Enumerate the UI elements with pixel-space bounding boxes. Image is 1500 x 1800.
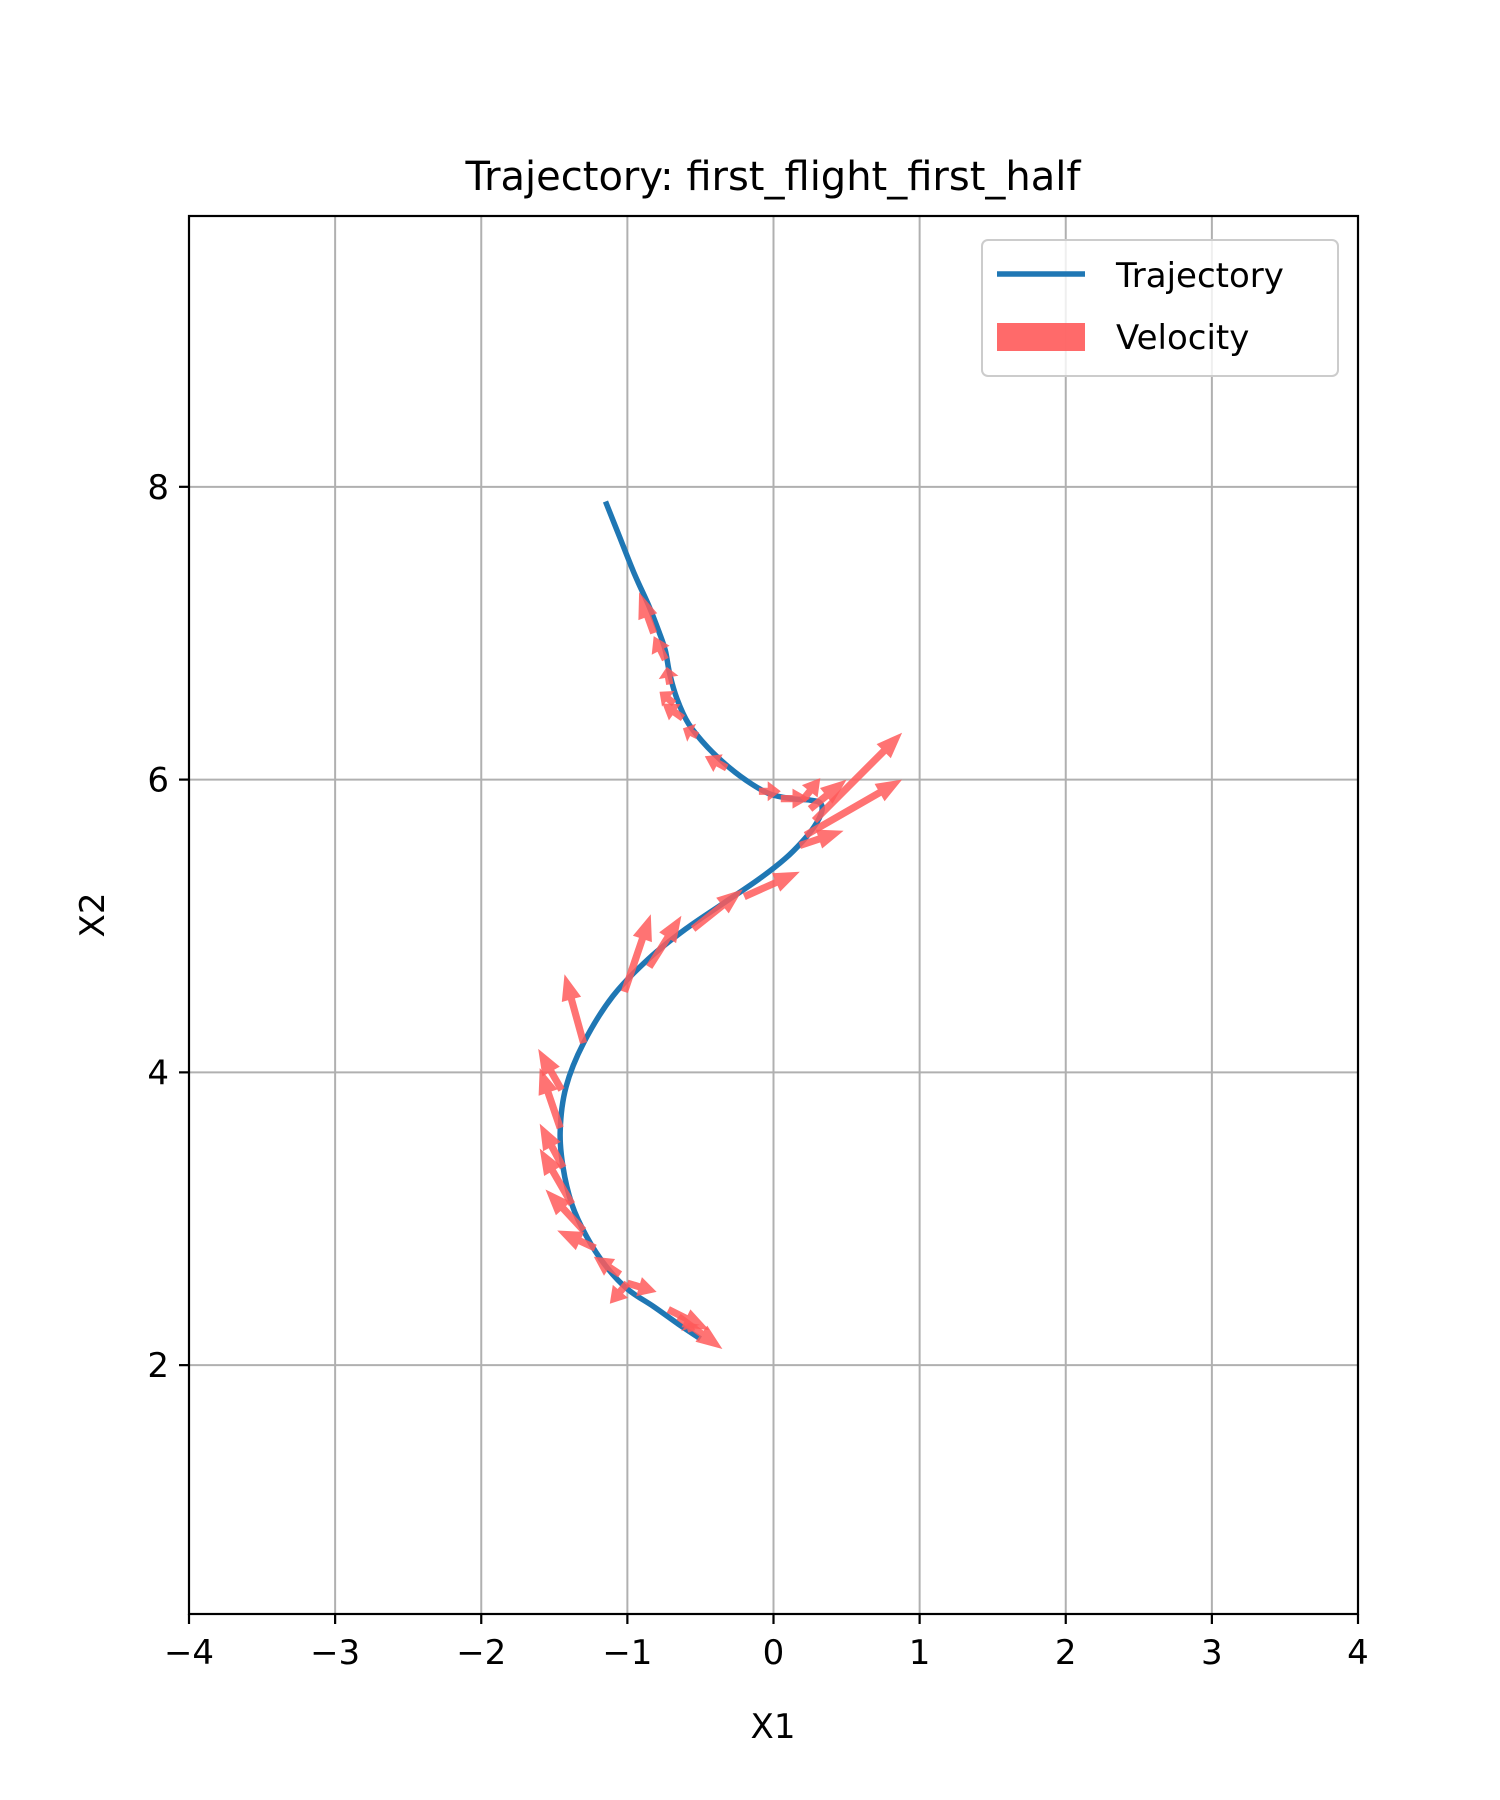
x-tick-label: −3: [310, 1633, 360, 1673]
x-tick-label: 1: [909, 1633, 931, 1673]
y-axis-ticks: 2 4 6 8: [147, 468, 189, 1386]
legend-velocity-swatch: [997, 323, 1085, 351]
velocity-arrow: [561, 974, 587, 1044]
velocity-arrow: [799, 778, 821, 803]
velocity-arrow: [666, 1306, 710, 1330]
velocity-arrow: [651, 636, 670, 662]
velocity-arrow: [798, 829, 844, 849]
velocity-arrow: [658, 666, 679, 685]
velocity-arrow: [538, 1068, 564, 1130]
velocity-arrow: [676, 1313, 723, 1349]
velocity-arrow: [780, 788, 810, 809]
velocity-arrow: [545, 1189, 587, 1233]
x-tick-label: −2: [456, 1633, 506, 1673]
velocity-arrow: [538, 1048, 565, 1092]
grid-lines: [188, 216, 1359, 1614]
y-tick-label: 2: [147, 1346, 169, 1386]
y-tick-label: 6: [147, 761, 169, 801]
y-axis-label: X2: [73, 893, 113, 938]
velocity-arrow: [681, 1322, 700, 1333]
x-axis-ticks: −4 −3 −2 −1 0 1 2 3 4: [164, 1614, 1369, 1673]
chart-title: Trajectory: first_flight_first_half: [465, 154, 1082, 200]
y-tick-label: 4: [147, 1053, 169, 1093]
x-tick-label: 2: [1055, 1633, 1077, 1673]
velocity-arrow: [539, 1123, 567, 1170]
velocity-arrow: [811, 732, 903, 824]
x-tick-label: 4: [1347, 1633, 1369, 1673]
velocity-arrows: [538, 592, 903, 1349]
velocity-arrow: [593, 1256, 623, 1278]
velocity-arrow: [609, 1280, 631, 1304]
velocity-arrow: [807, 779, 847, 812]
velocity-arrow: [557, 1230, 597, 1252]
legend-velocity-label: Velocity: [1116, 318, 1249, 358]
velocity-arrow: [659, 691, 677, 707]
legend-trajectory-label: Trajectory: [1115, 256, 1284, 296]
velocity-arrow: [803, 779, 903, 839]
velocity-arrow: [682, 723, 700, 742]
y-tick-label: 8: [147, 468, 169, 508]
x-tick-label: 0: [763, 1633, 785, 1673]
x-tick-label: 3: [1201, 1633, 1223, 1673]
velocity-arrow: [758, 781, 781, 802]
velocity-arrow: [638, 592, 658, 635]
x-axis-label: X1: [751, 1707, 796, 1747]
velocity-arrow: [662, 703, 685, 721]
x-tick-label: −4: [164, 1633, 214, 1673]
velocity-arrow: [704, 754, 729, 772]
velocity-arrow: [742, 871, 800, 900]
velocity-arrow: [621, 914, 652, 993]
legend: Trajectory Velocity: [981, 239, 1339, 377]
x-tick-label: −1: [602, 1633, 652, 1673]
velocity-arrow: [646, 915, 682, 969]
velocity-arrow: [626, 1277, 657, 1297]
velocity-arrow: [690, 889, 743, 932]
velocity-arrow: [539, 1148, 575, 1206]
